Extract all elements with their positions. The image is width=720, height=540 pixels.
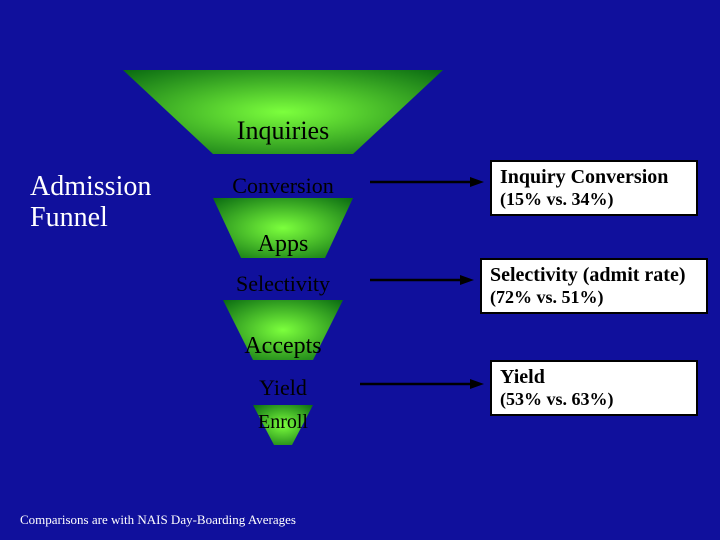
arrow-icon [0, 0, 720, 540]
slide: InquiriesAppsAcceptsEnrollConversionSele… [0, 0, 720, 540]
footnote: Comparisons are with NAIS Day-Boarding A… [20, 512, 296, 528]
